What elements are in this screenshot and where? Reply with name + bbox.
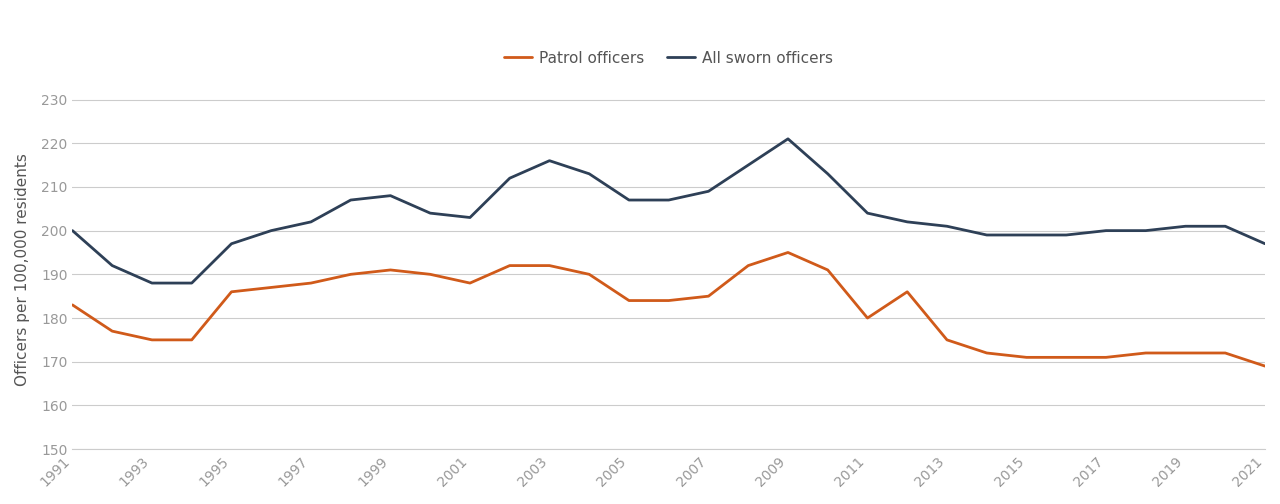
All sworn officers [383,193,398,199]
All sworn officers [581,171,596,177]
Patrol officers [502,263,517,269]
All sworn officers [145,280,160,286]
Patrol officers [660,297,676,303]
Patrol officers [462,280,477,286]
All sworn officers [541,158,557,164]
All sworn officers [900,219,915,225]
Patrol officers [264,284,279,290]
Patrol officers [1138,350,1153,356]
All sworn officers [860,210,876,216]
Patrol officers [65,302,81,308]
All sworn officers [940,223,955,229]
Patrol officers [383,267,398,273]
All sworn officers [502,175,517,181]
Patrol officers [145,337,160,343]
All sworn officers [621,197,636,203]
All sworn officers [422,210,438,216]
All sworn officers [1138,228,1153,234]
All sworn officers [701,188,717,195]
All sworn officers [1217,223,1233,229]
All sworn officers [224,241,239,247]
All sworn officers [1257,241,1272,247]
All sworn officers [105,263,120,269]
Patrol officers [900,289,915,295]
All sworn officers [343,197,358,203]
All sworn officers [462,215,477,221]
All sworn officers [820,171,836,177]
All sworn officers [184,280,200,286]
All sworn officers [741,162,756,168]
Patrol officers [422,271,438,277]
All sworn officers [979,232,995,238]
All sworn officers [660,197,676,203]
Patrol officers [224,289,239,295]
Patrol officers [343,271,358,277]
All sworn officers [781,136,796,142]
All sworn officers [1178,223,1193,229]
Patrol officers [621,297,636,303]
Line: Patrol officers: Patrol officers [73,253,1265,366]
All sworn officers [1019,232,1034,238]
Patrol officers [820,267,836,273]
Patrol officers [1098,354,1114,360]
Patrol officers [303,280,319,286]
Patrol officers [860,315,876,321]
Patrol officers [940,337,955,343]
Patrol officers [741,263,756,269]
Y-axis label: Officers per 100,000 residents: Officers per 100,000 residents [15,154,29,387]
Patrol officers [781,249,796,256]
Patrol officers [581,271,596,277]
Patrol officers [1257,363,1272,369]
Patrol officers [105,328,120,334]
Legend: Patrol officers, All sworn officers: Patrol officers, All sworn officers [498,45,840,72]
Patrol officers [979,350,995,356]
All sworn officers [65,228,81,234]
All sworn officers [1098,228,1114,234]
Patrol officers [1217,350,1233,356]
Line: All sworn officers: All sworn officers [73,139,1265,283]
Patrol officers [1059,354,1074,360]
Patrol officers [184,337,200,343]
Patrol officers [1178,350,1193,356]
Patrol officers [701,293,717,299]
Patrol officers [1019,354,1034,360]
All sworn officers [303,219,319,225]
Patrol officers [541,263,557,269]
All sworn officers [1059,232,1074,238]
All sworn officers [264,228,279,234]
